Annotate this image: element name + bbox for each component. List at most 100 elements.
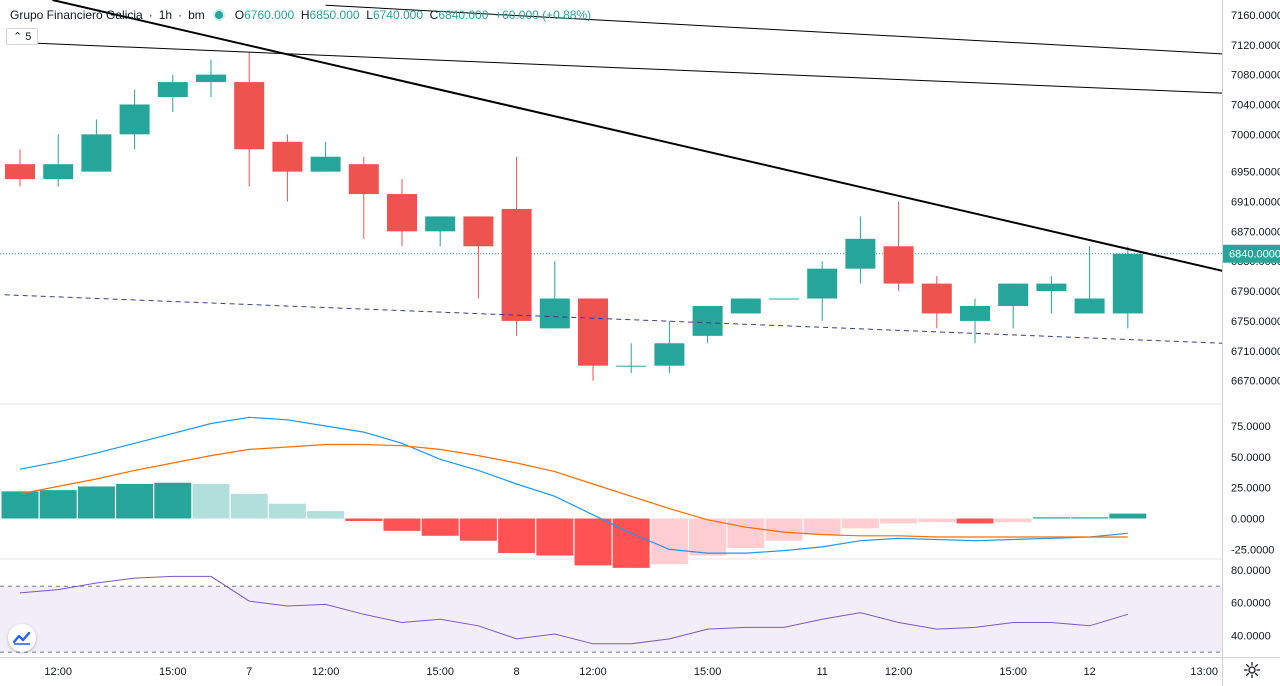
macd-histogram-bar (574, 518, 612, 566)
macd-histogram-bar (1109, 513, 1147, 519)
time-tick-label: 15:00 (999, 666, 1027, 678)
candle-17 (654, 320, 685, 374)
candle-5 (196, 59, 226, 98)
candle-body (1112, 253, 1143, 314)
candle-1 (43, 134, 74, 187)
macd-histogram-bar (841, 518, 879, 529)
interval-label[interactable]: 1h (158, 8, 173, 22)
candle-body (1074, 298, 1105, 314)
time-tick-label: 15:00 (694, 666, 722, 678)
macd-histogram-bar (192, 483, 230, 519)
price-tick-label: 6910.0000 (1231, 197, 1280, 209)
macd-line (19, 416, 1128, 554)
candle-7 (272, 134, 303, 202)
candle-22 (845, 216, 876, 284)
price-tick-label: 7120.0000 (1231, 40, 1280, 52)
candle-26 (998, 283, 1029, 329)
price-tick-label: 6870.0000 (1231, 226, 1280, 238)
price-tick-label: 6750.0000 (1231, 316, 1280, 328)
candle-body (539, 298, 570, 329)
candle-23 (883, 201, 914, 292)
candle-13 (501, 156, 532, 336)
time-tick-label: 12 (1083, 666, 1095, 678)
candle-body (960, 305, 990, 321)
candle-21 (807, 261, 838, 321)
candle-10 (387, 179, 417, 247)
candle-body (119, 104, 150, 135)
macd-tick-label: 25.0000 (1231, 483, 1271, 495)
low-value: 6740.000 (372, 8, 423, 22)
candle-body (196, 74, 226, 83)
indicators-toggle-button[interactable]: ⌃ 5 (6, 28, 39, 45)
candle-body (883, 246, 914, 284)
status-dot-icon (214, 11, 223, 19)
macd-histogram-bar (345, 518, 383, 521)
time-tick-label: 15:00 (159, 666, 187, 678)
candle-25 (960, 298, 990, 344)
macd-histogram-bar (116, 483, 154, 519)
high-value: 6850.000 (309, 8, 360, 22)
change-value: +60.000 (+0.88%) (495, 8, 592, 22)
time-tick-label: 11 (816, 666, 827, 678)
candle-body (769, 298, 799, 300)
open-value: 6760.000 (244, 8, 295, 22)
trendline-2 (325, 4, 1222, 55)
candle-body (157, 82, 188, 98)
candle-8 (310, 141, 341, 172)
price-tick-label: 6670.0000 (1231, 376, 1280, 388)
price-tick-label: 6950.0000 (1231, 167, 1280, 179)
indicators-count: 5 (25, 31, 32, 43)
candle-body (1036, 283, 1067, 292)
candle-28 (1074, 246, 1105, 314)
candle-body (998, 283, 1029, 306)
candle-24 (921, 276, 952, 329)
series-legend: Grupo Financiero Galicia · 1h · bm O6760… (10, 8, 592, 22)
candle-15 (578, 298, 608, 381)
candle-body (692, 305, 723, 336)
macd-histogram-bar (459, 518, 497, 541)
price-pane (0, 0, 1222, 381)
candle-29 (1112, 246, 1143, 329)
price-tick-label: 7080.0000 (1231, 70, 1280, 82)
candle-11 (425, 216, 456, 247)
tradingview-logo-icon[interactable] (8, 624, 36, 652)
gear-icon[interactable] (1243, 661, 1261, 679)
trendline-1 (19, 42, 1222, 94)
price-tick-label: 6710.0000 (1231, 346, 1280, 358)
candle-body (348, 164, 379, 195)
macd-tick-label: 0.0000 (1231, 514, 1265, 526)
macd-histogram-bar (268, 503, 306, 519)
candle-6 (234, 52, 265, 187)
macd-histogram-bar (727, 518, 765, 549)
macd-histogram-bar (880, 518, 918, 524)
rsi-tick-label: 40.0000 (1231, 631, 1271, 643)
macd-histogram-bar (498, 518, 536, 554)
macd-histogram-bar (421, 518, 459, 536)
macd-histogram-bar (1032, 517, 1070, 519)
rsi-tick-label: 80.0000 (1231, 565, 1271, 577)
close-value: 6840.000 (438, 8, 489, 22)
candle-20 (769, 298, 799, 300)
candle-body (310, 156, 341, 172)
trendline-3 (4, 294, 1222, 344)
rsi-tick-label: 60.0000 (1231, 598, 1271, 610)
candle-19 (730, 298, 761, 314)
candle-body (425, 216, 456, 232)
candle-18 (692, 305, 723, 344)
macd-tick-label: 50.0000 (1231, 452, 1271, 464)
candle-16 (616, 343, 647, 374)
last-price-badge (1223, 244, 1280, 263)
time-tick-label: 7 (246, 666, 252, 678)
symbol-name[interactable]: Grupo Financiero Galicia (10, 8, 143, 22)
candle-3 (119, 89, 150, 150)
rsi-band (0, 586, 1222, 653)
macd-histogram-bar (994, 518, 1032, 523)
candle-body (272, 141, 303, 172)
time-tick-label: 12:00 (579, 666, 607, 678)
macd-histogram-bar (650, 518, 688, 565)
candle-body (463, 216, 494, 247)
candle-body (807, 268, 838, 299)
candle-body (845, 238, 876, 269)
candle-4 (157, 74, 188, 112)
